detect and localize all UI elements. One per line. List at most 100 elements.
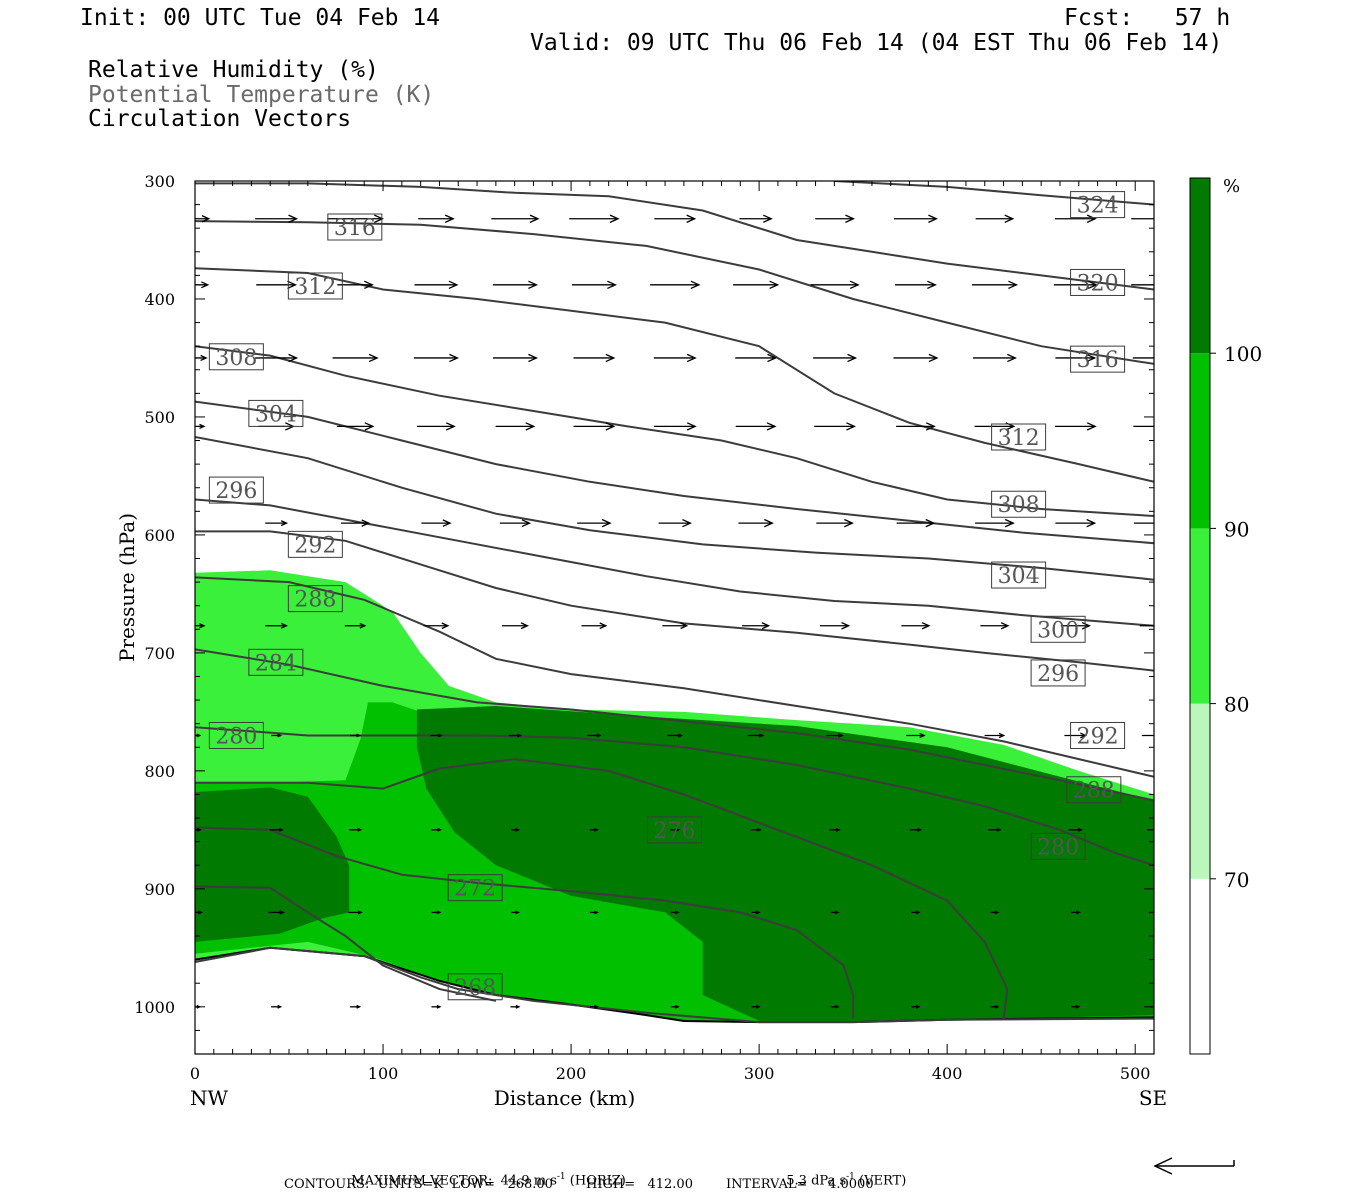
circulation-vector — [1133, 425, 1154, 428]
circulation-vector — [430, 733, 443, 738]
circulation-vector — [413, 353, 460, 363]
circulation-vector — [735, 353, 778, 363]
circulation-vector — [975, 518, 1015, 528]
circulation-vector — [350, 733, 362, 738]
theta-label-280: 280 — [1030, 832, 1086, 860]
circulation-vector — [971, 280, 1019, 290]
svg-text:316: 316 — [334, 216, 376, 241]
circulation-vector — [587, 733, 602, 738]
theta-label-284: 284 — [248, 648, 304, 676]
init-time-label: Init: 00 UTC Tue 04 Feb 14 — [80, 5, 441, 31]
circulation-vector — [906, 732, 926, 739]
circulation-vector — [495, 422, 536, 431]
theta-label-288: 288 — [1066, 776, 1122, 804]
colorbar-level-label: 80 — [1224, 693, 1249, 717]
circulation-vector — [830, 910, 840, 915]
svg-text:296: 296 — [215, 479, 257, 504]
theta-label-308: 308 — [208, 343, 264, 371]
max-vector-horiz-value: 44.9 m s — [500, 1173, 557, 1189]
circulation-vector — [1068, 827, 1083, 832]
theta-label-272: 272 — [447, 874, 503, 902]
theta-contour-308-11 — [195, 345, 1154, 517]
circulation-vector — [747, 733, 765, 738]
theta-label-316: 316 — [1070, 345, 1126, 373]
circulation-vector — [814, 422, 857, 431]
y-tick-label: 300 — [144, 172, 175, 191]
circulation-vector — [735, 422, 777, 431]
y-tick-label: 800 — [144, 762, 175, 781]
x-tick-label: 100 — [368, 1064, 399, 1083]
svg-text:268: 268 — [454, 976, 496, 1001]
y-tick-label: 600 — [144, 526, 175, 545]
circulation-vector — [901, 622, 931, 630]
circulation-vector — [501, 622, 529, 630]
y-tick-label: 1000 — [134, 998, 175, 1017]
theta-label-296: 296 — [1030, 659, 1086, 687]
circulation-vector — [1053, 280, 1098, 290]
svg-text:276: 276 — [654, 819, 696, 844]
colorbar-level-label: 90 — [1224, 517, 1249, 541]
circulation-vector — [348, 910, 363, 915]
max-vector-label: MAXIMUM VECTOR: — [351, 1173, 493, 1189]
circulation-vector — [750, 827, 762, 832]
circulation-vector — [418, 214, 455, 223]
svg-text:312: 312 — [294, 275, 336, 300]
circulation-vector — [990, 1004, 1000, 1009]
circulation-vector — [980, 622, 1010, 630]
theta-label-288: 288 — [287, 585, 343, 613]
colorbar-band — [1190, 703, 1210, 879]
theta-contour-296-8 — [195, 498, 1154, 627]
circulation-vector — [573, 422, 616, 431]
circulation-vector — [265, 622, 289, 629]
terrain-mask — [195, 947, 1154, 1054]
circulation-vector — [571, 280, 617, 290]
circulation-vector — [893, 214, 938, 223]
circulation-vector — [820, 621, 851, 630]
circulation-vector — [337, 280, 374, 290]
circulation-vector — [670, 1004, 680, 1009]
max-vector-horiz-suffix: (HORIZ) — [565, 1173, 626, 1189]
circulation-vector — [653, 422, 697, 431]
valid-time-label: Valid: 09 UTC Thu 06 Feb 14 (04 EST Thu … — [530, 30, 1223, 56]
theta-label-296: 296 — [208, 476, 264, 504]
circulation-vector — [909, 827, 923, 832]
circulation-vector — [492, 280, 538, 290]
colorbar-band — [1190, 353, 1210, 529]
colorbar-band — [1190, 878, 1210, 1054]
circulation-vector — [271, 733, 283, 738]
circulation-vector — [1055, 353, 1097, 363]
circulation-vector — [1055, 518, 1097, 528]
field-name-vectors: Circulation Vectors — [88, 106, 352, 132]
circulation-vector — [972, 353, 1017, 363]
circulation-vector — [815, 214, 855, 223]
circulation-vector — [577, 518, 612, 528]
colorbar-band — [1190, 528, 1210, 704]
circulation-vector — [195, 733, 202, 738]
circulation-vector — [1131, 218, 1154, 220]
circulation-vector — [896, 422, 936, 431]
svg-text:288: 288 — [294, 588, 336, 613]
circulation-vector — [1054, 422, 1097, 431]
circulation-vector — [265, 520, 289, 527]
plot-area: 324 320 316 312 308 304 300 296 292 288 280 276 272 2… — [195, 181, 1154, 1054]
circulation-vector — [195, 623, 206, 629]
circulation-vector — [350, 1004, 362, 1009]
circulation-vector — [733, 280, 780, 290]
circulation-vector — [349, 827, 363, 832]
vert-exponent: -1 — [846, 1172, 855, 1182]
colorbar-level-label: 100 — [1224, 342, 1262, 366]
theta-label-312: 312 — [287, 272, 343, 300]
theta-contour-304-10 — [195, 400, 1154, 545]
colorbar-unit: % — [1223, 176, 1240, 197]
theta-label-268: 268 — [447, 973, 503, 1001]
circulation-vector — [255, 214, 299, 223]
circulation-vector — [830, 1004, 840, 1009]
contours-info-line: CONTOURS: UNITS=K LOW= 268.00 HIGH= 412.… — [284, 1177, 874, 1192]
circulation-vector — [739, 214, 773, 223]
theta-label-316: 316 — [327, 213, 383, 241]
plot-frame — [194, 180, 1155, 1055]
svg-text:320: 320 — [1077, 271, 1119, 296]
circulation-vector — [491, 214, 540, 223]
theta-contour-312-12 — [195, 267, 1154, 483]
y-axis-title: Pressure (hPa) — [115, 513, 139, 662]
